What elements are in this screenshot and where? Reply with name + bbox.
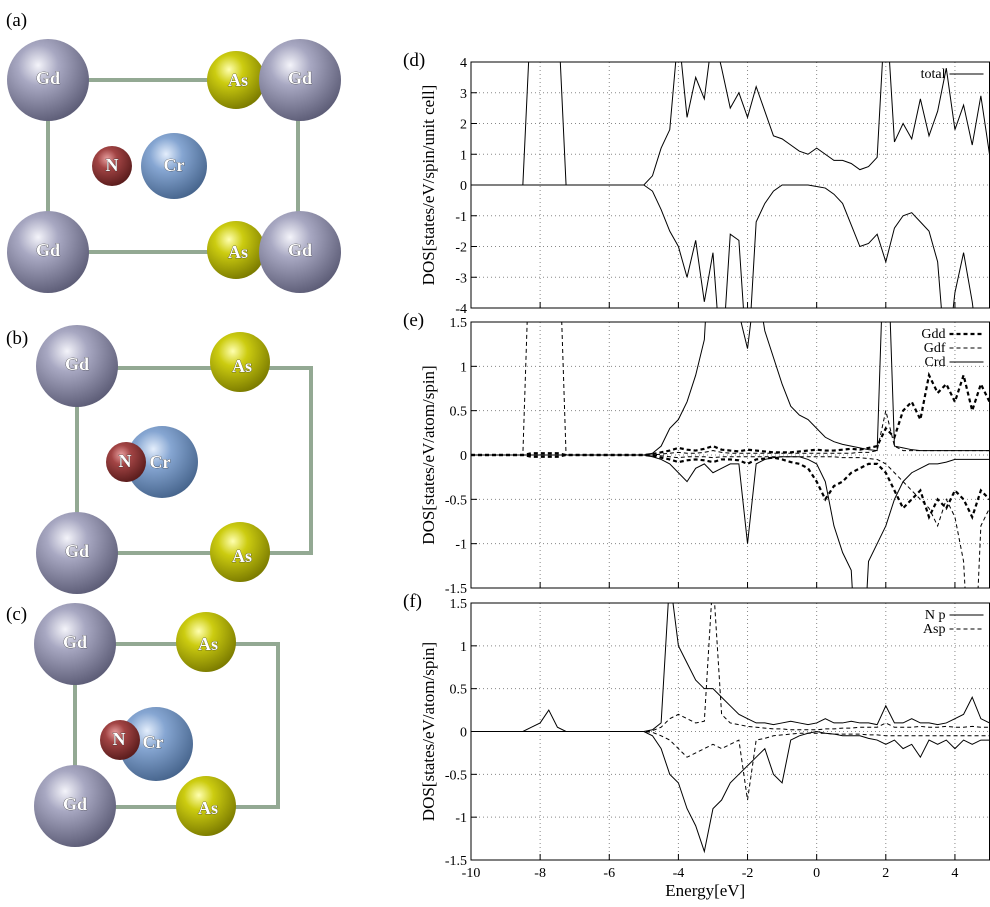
structure-a: (a) As Gd Gd N Cr As Gd Gd <box>6 10 341 293</box>
y-tick-label: 4 <box>460 56 467 71</box>
x-tick-label: -6 <box>603 866 615 881</box>
y-axis-label: DOS[states/eV/atom/spin] <box>419 642 438 821</box>
x-tick-label: 0 <box>813 866 820 881</box>
dos-panel: (d) DOS[states/eV/spin/unit cell] -4 -3 -2 -1… <box>403 1 990 370</box>
panel-label: (a) <box>6 10 27 31</box>
y-tick-label: -1 <box>455 811 467 826</box>
legend-label: N p <box>925 608 946 623</box>
atom-label: Gd <box>288 240 312 260</box>
atom-label: As <box>228 242 248 262</box>
y-tick-label: -1.5 <box>445 582 467 597</box>
x-tick-label: 2 <box>882 866 889 881</box>
y-tick-label: -4 <box>455 302 467 317</box>
dos-line <box>471 375 990 455</box>
panel-label: (c) <box>6 604 27 625</box>
figure: (a) As Gd Gd N Cr As Gd Gd (b) As Gd N C… <box>0 0 990 907</box>
dos-charts: (d) DOS[states/eV/spin/unit cell] -4 -3 -2 -1… <box>403 1 990 901</box>
atom-label: N <box>119 451 132 471</box>
y-tick-label: 1 <box>460 640 467 655</box>
y-tick-label: 0 <box>460 179 467 194</box>
y-tick-label: 1 <box>460 148 467 163</box>
atom-label: Cr <box>164 155 185 175</box>
atom-label: Gd <box>36 240 60 260</box>
dos-line <box>471 577 990 731</box>
dos-line <box>471 732 990 801</box>
y-tick-label: -0.5 <box>445 493 467 508</box>
y-axis-label: DOS[states/eV/spin/unit cell] <box>419 85 438 286</box>
y-tick-label: -1 <box>455 538 467 553</box>
structure-b: (b) As Gd N Cr As Gd <box>6 325 311 594</box>
y-tick-label: 0 <box>460 726 467 741</box>
atom-label: Gd <box>63 794 87 814</box>
legend-label: total <box>921 67 946 82</box>
y-tick-label: -0.5 <box>445 768 467 783</box>
x-axis-label: Energy[eV] <box>665 881 745 900</box>
atom-label: As <box>232 546 252 566</box>
dos-line <box>471 577 990 731</box>
y-tick-label: 1.5 <box>450 316 468 331</box>
dos-panel: (e) DOS[states/eV/atom/spin] -1.5 -1 -0.5 0 0.… <box>403 189 990 721</box>
atom-label: As <box>232 356 252 376</box>
atom-label: Cr <box>150 452 171 472</box>
panel-label: (f) <box>403 591 422 612</box>
x-tick-label: 4 <box>951 866 958 881</box>
legend-label: Gdd <box>921 327 945 342</box>
dos-line <box>471 732 990 852</box>
atom-label: Gd <box>288 68 312 88</box>
atom-label: As <box>228 70 248 90</box>
atom-label: N <box>106 155 119 175</box>
x-tick-label: -2 <box>742 866 754 881</box>
structure-c: (c) As Gd N Cr As Gd <box>6 603 278 847</box>
y-tick-label: -2 <box>455 241 467 256</box>
atom-label: Cr <box>143 732 164 752</box>
atom-label: Gd <box>63 632 87 652</box>
panel-label: (e) <box>403 310 424 331</box>
dos-panel: (f) DOS[states/eV/atom/spin] -1.5 -1 -0.5 0 0.… <box>403 577 990 900</box>
x-tick-label: -4 <box>673 866 685 881</box>
panel-label: (d) <box>403 50 425 71</box>
y-axis-label: DOS[states/eV/atom/spin] <box>419 365 438 544</box>
y-tick-label: 0 <box>460 449 467 464</box>
atom-label: As <box>198 798 218 818</box>
x-tick-label: -8 <box>534 866 546 881</box>
y-tick-label: -3 <box>455 271 467 286</box>
legend-label: Asp <box>923 622 946 637</box>
legend-label: Crd <box>925 355 946 370</box>
legend-label: Gdf <box>924 341 946 356</box>
y-tick-label: 1.5 <box>450 597 468 612</box>
atom-label: As <box>198 634 218 654</box>
atom-label: Gd <box>36 68 60 88</box>
y-tick-label: 0.5 <box>450 683 468 698</box>
y-tick-label: 0.5 <box>450 405 468 420</box>
y-tick-label: 3 <box>460 87 467 102</box>
x-tick-label: -10 <box>462 866 481 881</box>
atom-label: Gd <box>65 354 89 374</box>
y-tick-label: 2 <box>460 118 467 133</box>
panel-label: (b) <box>6 328 28 349</box>
y-tick-label: 1 <box>460 360 467 375</box>
atom-label: N <box>113 729 126 749</box>
atom-label: Gd <box>65 541 89 561</box>
y-tick-label: -1 <box>455 210 467 225</box>
